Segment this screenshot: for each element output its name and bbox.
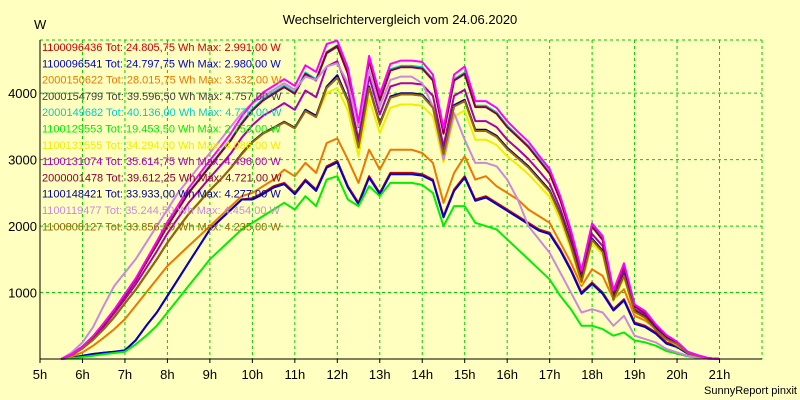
legend-entry-5: 2000149682 Tot: 40.136,00 Wh Max: 4.776,… — [42, 107, 282, 119]
legend-entry-10: 1100148421 Tot: 33.933,00 Wh Max: 4.277,… — [42, 189, 281, 201]
x-tick-label: 7h — [118, 367, 132, 382]
series-line-2 — [61, 161, 720, 360]
x-tick-label: 11h — [284, 367, 305, 382]
x-tick-label: 14h — [411, 367, 433, 382]
y-tick-labels: 1000 2000 3000 4000 — [8, 86, 37, 300]
x-tick-label: 12h — [326, 367, 348, 382]
y-tick-label: 4000 — [8, 86, 37, 101]
legend-entry-1: 1100096436 Tot: 24.805,75 Wh Max: 2.991,… — [42, 42, 281, 54]
series-line-12 — [60, 76, 720, 360]
legend-entry-12: 1100808127 Tot: 33.856,50 Wh Max: 4.235,… — [42, 221, 281, 233]
legend-entry-3: 2000150622 Tot: 28.015,75 Wh Max: 3.332,… — [42, 75, 282, 87]
series-line-11 — [60, 62, 720, 360]
x-tick-label: 15h — [454, 367, 476, 382]
x-tick-label: 5h — [33, 367, 47, 382]
legend-entry-11: 1100119477 Tot: 35.244,50 Wh Max: 4.454,… — [42, 205, 281, 217]
chart-title: Wechselrichtervergleich vom 24.06.2020 — [283, 12, 518, 27]
legend-entry-9: 2000001478 Tot: 39.612,25 Wh Max: 4.721,… — [42, 172, 282, 184]
y-tick-label: 1000 — [8, 286, 37, 301]
legend-entry-2: 1100096541 Tot: 24.797,75 Wh Max: 2.980,… — [42, 58, 281, 70]
x-tick-label: 21h — [709, 367, 731, 382]
x-tick-label: 10h — [242, 367, 264, 382]
x-tick-labels: 5h 6h 7h 8h 9h 10h 11h 12h 13h 14h 15h 16h 17h 18h 19h… — [33, 359, 731, 382]
legend-entry-7: 1100131555 Tot: 34.294,00 Wh Max: 4.086,… — [42, 140, 281, 152]
series-line-13 — [60, 39, 720, 360]
y-axis-unit: W — [34, 17, 47, 32]
x-tick-label: 8h — [160, 367, 174, 382]
x-tick-label: 13h — [369, 367, 391, 382]
legend: 1100096436 Tot: 24.805,75 Wh Max: 2.991,… — [42, 42, 282, 233]
x-tick-label: 18h — [581, 367, 603, 382]
x-tick-label: 16h — [496, 367, 518, 382]
legend-entry-8: 1100131074 Tot: 35.614,75 Wh Max: 4.496,… — [42, 156, 281, 168]
legend-entry-6: 1100129553 Tot: 19.453,50 Wh Max: 2.753,… — [42, 124, 281, 136]
x-tick-label: 17h — [539, 367, 561, 382]
x-tick-label: 19h — [624, 367, 646, 382]
credit-text: SunnyReport pinxit — [704, 385, 797, 397]
series-line-6 — [61, 175, 720, 360]
series-line-3 — [60, 137, 720, 360]
axes — [39, 40, 762, 360]
x-tick-label: 20h — [666, 367, 688, 382]
series-layer — [60, 39, 720, 360]
y-tick-label: 3000 — [8, 153, 37, 168]
y-tick-label: 2000 — [8, 219, 37, 234]
legend-entry-4: 2000154799 Tot: 39.596,50 Wh Max: 4.757,… — [42, 91, 282, 103]
x-tick-label: 6h — [75, 367, 89, 382]
x-tick-label: 9h — [203, 367, 217, 382]
